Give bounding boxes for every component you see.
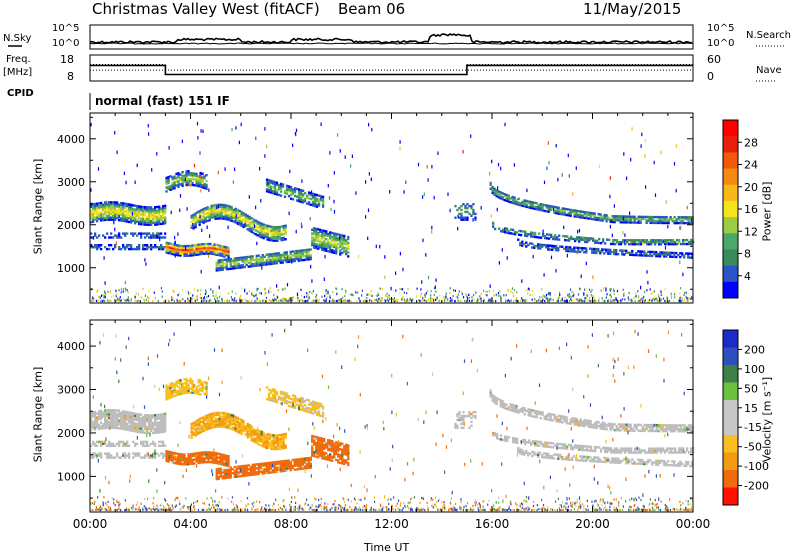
time-tick-label: 00:00: [73, 517, 108, 531]
velocity-panel-ytick-label: 2000: [57, 427, 85, 440]
power-echoes: [90, 121, 695, 303]
power-colorbar-swatch: [723, 200, 738, 218]
power-panel: [89, 112, 694, 304]
power-colorbar-tick-label: 12: [744, 225, 758, 238]
velocity-colorbar-swatch: [723, 400, 738, 418]
power-colorbar-swatch: [723, 233, 738, 250]
velocity-colorbar-tick-label: -200: [744, 480, 769, 493]
noise-left-top: 10^5: [52, 23, 80, 34]
nave-tick-top: 60: [707, 53, 721, 66]
noise-search-line: [89, 42, 694, 45]
velocity-colorbar-swatch: [723, 330, 738, 348]
power-colorbar-swatch: [723, 152, 738, 170]
velocity-colorbar-tick-label: -100: [744, 460, 769, 473]
velocity-colorbar-swatch: [723, 452, 738, 471]
noise-trace: [89, 33, 694, 45]
velocity-colorbar-swatch: [723, 347, 738, 366]
cpid-value: normal (fast) 151 IF: [95, 94, 230, 108]
power-panel-ytick-label: 2000: [57, 219, 85, 232]
power-colorbar-swatch: [723, 136, 738, 153]
velocity-colorbar-tick-label: 15: [744, 402, 758, 415]
power-colorbar-tick-label: 20: [744, 181, 758, 194]
velocity-colorbar-swatch: [723, 487, 738, 506]
velocity-colorbar-tick-label: 50: [744, 382, 758, 395]
freq-tick-top: 18: [60, 53, 74, 66]
nave-tick-bottom: 0: [707, 70, 714, 83]
noise-strip-frame: [89, 24, 694, 50]
velocity-panel-ytick-label: 4000: [57, 340, 85, 353]
velocity-colorbar-tick-label: 100: [744, 363, 765, 376]
velocity-colorbar-frame: [722, 329, 739, 506]
time-tick-label: 00:00: [676, 517, 711, 531]
noise-right-bottom: 10^0: [707, 38, 735, 49]
time-tick-label: 04:00: [173, 517, 208, 531]
time-tick-label: 16:00: [475, 517, 510, 531]
power-panel-ytick-label: 1000: [57, 262, 85, 275]
noise-sky-line: [89, 33, 693, 44]
velocity-colorbar-swatch: [723, 470, 738, 488]
power-colorbar-swatch: [723, 184, 738, 202]
cpid-label: CPID: [7, 88, 34, 99]
power-colorbar-swatch: [723, 249, 738, 267]
time-tick-label: 12:00: [374, 517, 409, 531]
time-tick-label: 08:00: [274, 517, 309, 531]
noise-left-bottom: 10^0: [52, 38, 80, 49]
power-colorbar-tick-label: 16: [744, 203, 758, 216]
power-colorbar-tick-label: 28: [744, 136, 758, 149]
power-panel-ytick-label: 4000: [57, 133, 85, 146]
velocity-colorbar-tick-label: 200: [744, 343, 765, 356]
power-colorbar-tick-label: 4: [744, 270, 751, 283]
noise-right-top: 10^5: [707, 23, 735, 34]
power-colorbar-swatch: [723, 168, 738, 186]
time-tick-label: 20:00: [575, 517, 610, 531]
power-colorbar-swatch: [723, 265, 738, 283]
freq-label: Freq.: [6, 54, 31, 65]
power-colorbar-swatch: [723, 120, 738, 137]
freq-unit-label: [MHz]: [3, 67, 33, 78]
power-colorbar-swatch: [723, 217, 738, 234]
velocity-colorbar-swatch: [723, 435, 738, 453]
nsky-label: N.Sky: [3, 33, 32, 44]
velocity-echoes: [90, 328, 695, 512]
freq-tick-bottom: 8: [67, 70, 74, 83]
velocity-colorbar-swatch: [723, 417, 738, 436]
velocity-panel-ytick-label: 3000: [57, 384, 85, 397]
power-panel-ytick-label: 3000: [57, 176, 85, 189]
velocity-panel-ytick-label: 1000: [57, 470, 85, 483]
power-colorbar-tick-label: 24: [744, 159, 758, 172]
nave-label: Nave: [756, 65, 782, 76]
velocity-colorbar-tick-label: -15: [744, 421, 762, 434]
station-title: Christmas Valley West (fitACF): [92, 0, 320, 18]
velocity-colorbar-swatch: [723, 382, 738, 401]
beam-label: Beam 06: [338, 0, 406, 18]
power-colorbar-swatch: [723, 281, 738, 299]
velocity-colorbar-swatch: [723, 365, 738, 383]
time-axis-title: Time UT: [364, 541, 410, 554]
freq-strip-frame: [89, 54, 694, 82]
power-colorbar-tick-label: 8: [744, 248, 751, 261]
velocity-colorbar-tick-label: -50: [744, 441, 762, 454]
nsearch-label: N.Search: [746, 30, 792, 41]
date-label: 11/May/2015: [583, 0, 682, 18]
freq-line: [90, 64, 693, 76]
